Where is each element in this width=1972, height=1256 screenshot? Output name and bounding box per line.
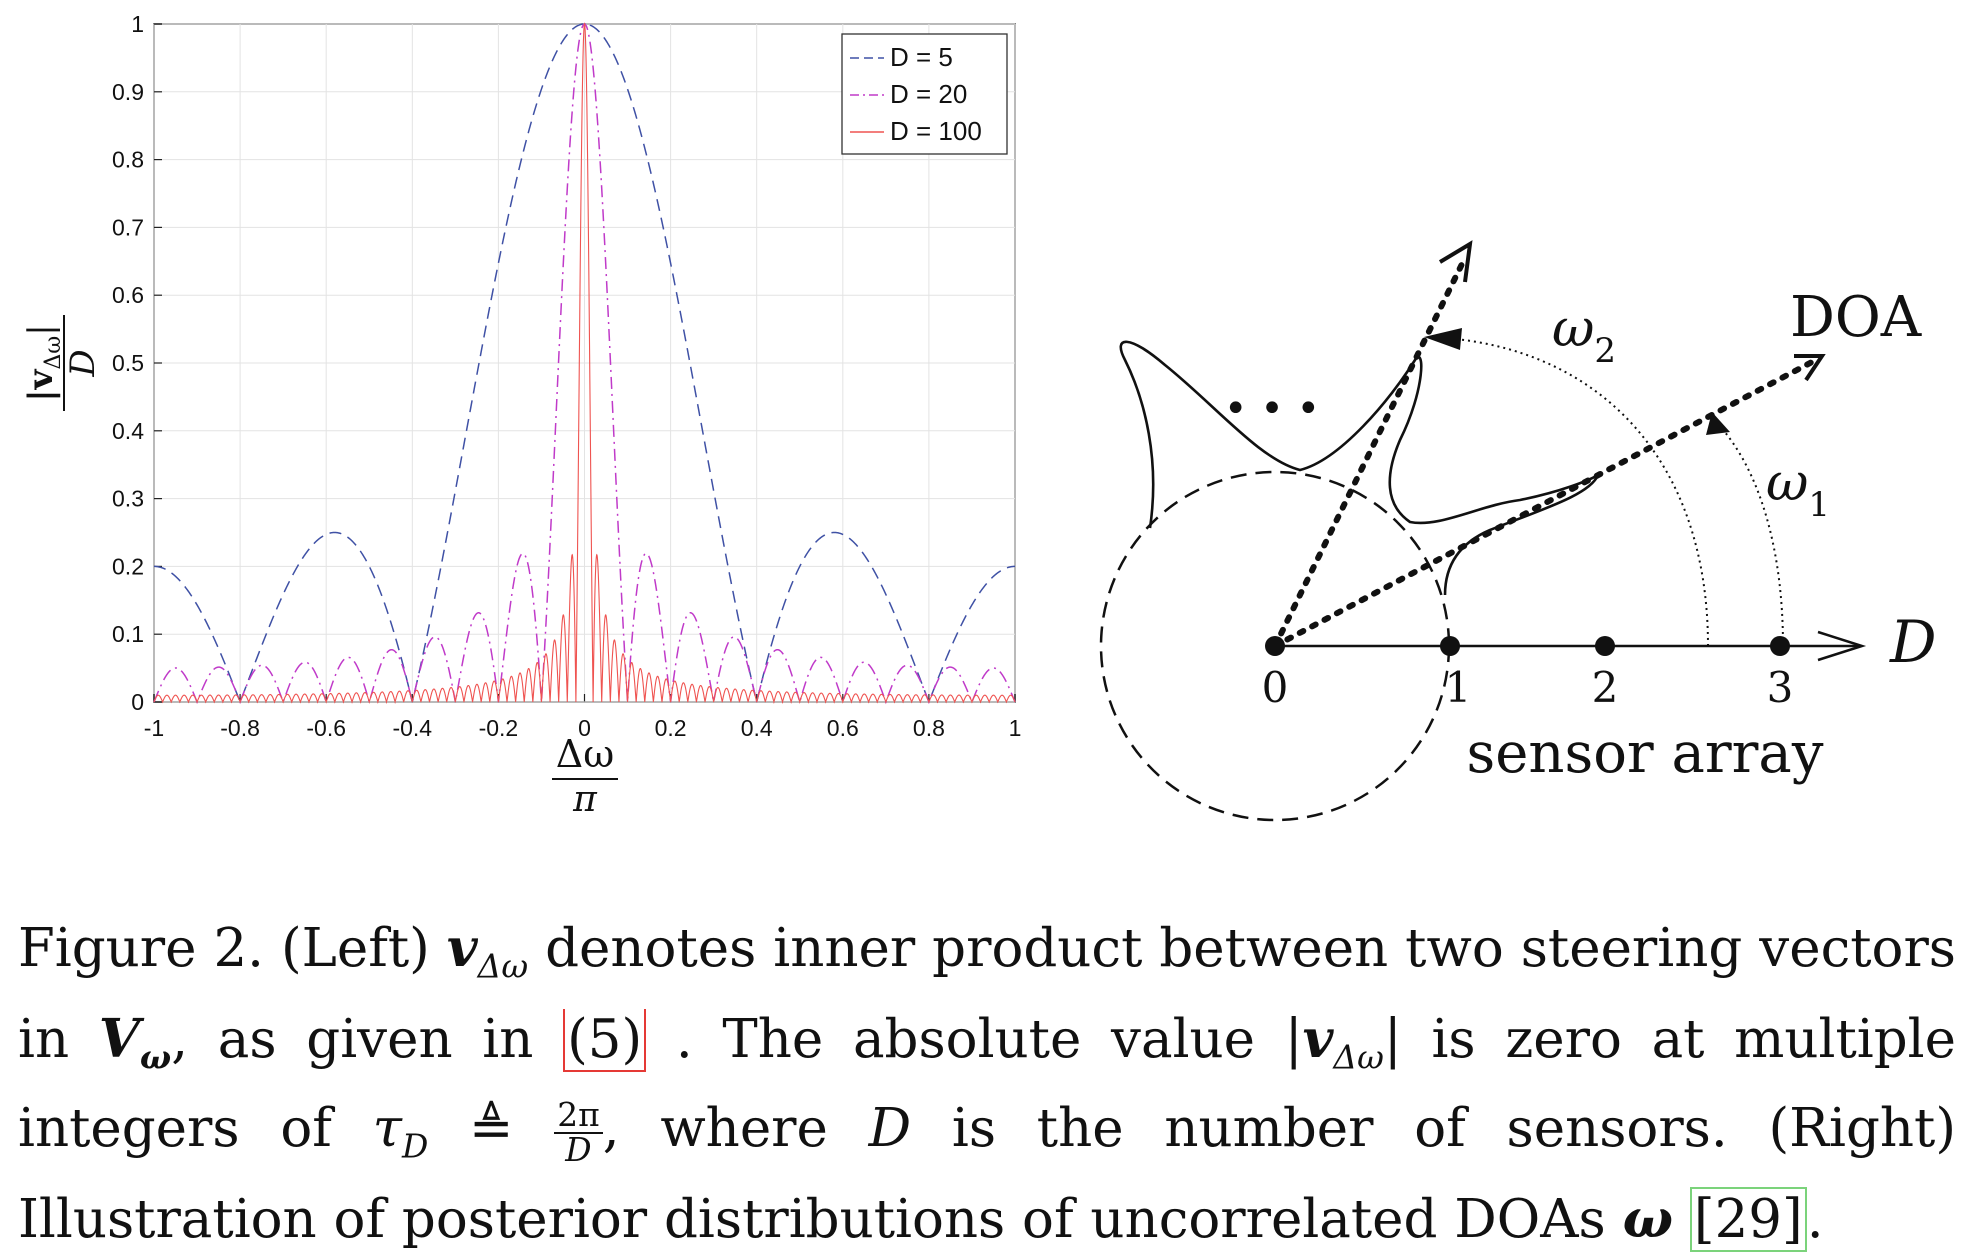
lobe-left — [1119, 340, 1601, 596]
caption-text-1: Figure 2. (Left) — [18, 918, 447, 979]
caption-text-6: , where — [602, 1098, 869, 1160]
caption-math-omega: ω — [1622, 1187, 1674, 1250]
sensor-label-2: 2 — [1592, 663, 1619, 712]
sensor-label-0: 0 — [1262, 663, 1289, 712]
angle-arc-omega2-arrowhead — [1424, 328, 1462, 350]
angle-arc-omega2 — [1444, 337, 1709, 647]
caption-text-5: | is zero at multiple integers of — [18, 1008, 1956, 1160]
x-tick-label: -0.6 — [306, 715, 346, 741]
y-tick-label: 0.5 — [112, 350, 144, 376]
caption-math-v: v — [446, 917, 478, 979]
y-tick-label: 0.6 — [112, 282, 144, 308]
x-tick-label: 0.4 — [741, 715, 773, 741]
sensor-axis-label: D — [1889, 608, 1937, 676]
sensor-0 — [1265, 636, 1285, 656]
y-tick-label: 0.7 — [112, 214, 144, 240]
y-tick-label: 1 — [131, 11, 144, 37]
y-label-numerator: |vΔω| — [21, 324, 66, 401]
equation-ref-link[interactable]: (5) — [563, 1008, 647, 1072]
caption-math-sub-dw: Δω — [477, 946, 529, 986]
omega1-label: ω1 — [1766, 453, 1830, 525]
y-axis-label: |vΔω| D — [21, 315, 103, 411]
caption-fraction-num: 2π — [554, 1098, 603, 1134]
caption-fraction: 2π D — [554, 1098, 603, 1169]
citation-link[interactable]: [29] — [1689, 1186, 1807, 1252]
x-tick-label: -0.4 — [392, 715, 432, 741]
y-tick-label: 0.1 — [112, 621, 144, 647]
legend-label-d5: D = 5 — [890, 42, 953, 72]
sensor-array-label: sensor array — [1467, 721, 1824, 786]
caption-math-v-abs: v — [1302, 1007, 1334, 1070]
sensor-3 — [1770, 636, 1790, 656]
doa-diagram: • • • D DOA ω1 ω2 0 1 2 3 sensor array — [1099, 240, 1937, 822]
doa-arrow-omega1 — [1272, 359, 1815, 649]
x-tick-label: -1 — [144, 715, 164, 741]
legend-label-d100: D = 100 — [890, 116, 982, 146]
caption-text-4: . The absolute value | — [646, 1008, 1303, 1070]
beam-pattern-chart: -1 -0.8 -0.6 -0.4 -0.2 0 0.2 0.4 0.6 0.8 1 0 0.1 0.2 0… — [21, 11, 1021, 820]
legend-box — [841, 33, 1008, 155]
y-tick-label: 0.2 — [112, 553, 144, 579]
caption-text-2: denotes inner product between two steeri… — [18, 918, 1956, 1070]
series-line-d100 — [153, 22, 1016, 705]
omega2-label: ω2 — [1552, 299, 1616, 371]
x-tick-label: 0.6 — [827, 715, 859, 741]
figure-caption: Figure 2. (Left) vΔω denotes inner produ… — [18, 912, 1956, 1256]
y-tick-label: 0.3 — [112, 486, 144, 512]
y-tick-label: 0.9 — [112, 79, 144, 105]
sensor-label-1: 1 — [1445, 663, 1472, 712]
caption-fraction-den: D — [565, 1129, 592, 1169]
doa-arrowhead-omega2 — [1438, 240, 1473, 283]
x-tick-label: 1 — [1009, 715, 1022, 741]
x-axis-label: Δω π — [552, 732, 618, 820]
y-label-denominator: D — [63, 349, 103, 377]
y-tick-label: 0.4 — [112, 418, 144, 444]
x-tick-label: 0 — [578, 715, 591, 741]
series-line-d5 — [153, 23, 1016, 705]
caption-math-V: V — [98, 1007, 140, 1070]
x-label-denominator: π — [572, 779, 598, 820]
x-tick-label: -0.8 — [220, 715, 260, 741]
sensor-label-3: 3 — [1767, 663, 1794, 712]
x-tick-label: -0.2 — [479, 715, 519, 741]
caption-math-tau: τ — [372, 1098, 402, 1160]
series-layer — [153, 22, 1016, 705]
ellipsis-dots: • • • — [1224, 386, 1320, 432]
x-tick-label: 0.8 — [913, 715, 945, 741]
doa-arrow-omega2 — [1272, 261, 1465, 649]
tick-labels: -1 -0.8 -0.6 -0.4 -0.2 0 0.2 0.4 0.6 0.8 1 0 0.1 0.2 0… — [112, 11, 1021, 741]
caption-text-3: , as given in — [171, 1008, 564, 1070]
x-tick-label: 0.2 — [655, 715, 687, 741]
doa-arrowhead-omega1 — [1794, 354, 1826, 382]
caption-math-sub-D: D — [401, 1126, 429, 1166]
caption-math-sub-w: ω — [139, 1037, 172, 1077]
caption-math-sub-dw-abs: Δω — [1333, 1037, 1384, 1077]
doa-label: DOA — [1790, 285, 1922, 350]
sensor-axis-arrowhead — [1817, 630, 1867, 662]
figure-canvas: -1 -0.8 -0.6 -0.4 -0.2 0 0.2 0.4 0.6 0.8 1 0 0.1 0.2 0… — [21, 11, 1937, 822]
caption-text-8 — [1673, 1189, 1690, 1250]
sensor-2 — [1595, 636, 1615, 656]
legend: D = 5 D = 20 D = 100 — [841, 33, 1008, 155]
y-tick-label: 0 — [131, 689, 144, 715]
sensor-1 — [1440, 636, 1460, 656]
x-label-numerator: Δω — [556, 732, 614, 776]
caption-text-9: . — [1806, 1188, 1824, 1250]
angle-arc-omega1-arrowhead — [1706, 412, 1730, 435]
legend-label-d20: D = 20 — [890, 79, 967, 109]
caption-math-D: D — [868, 1098, 912, 1160]
y-tick-label: 0.8 — [112, 147, 144, 173]
caption-defeq: ≜ — [428, 1098, 555, 1160]
